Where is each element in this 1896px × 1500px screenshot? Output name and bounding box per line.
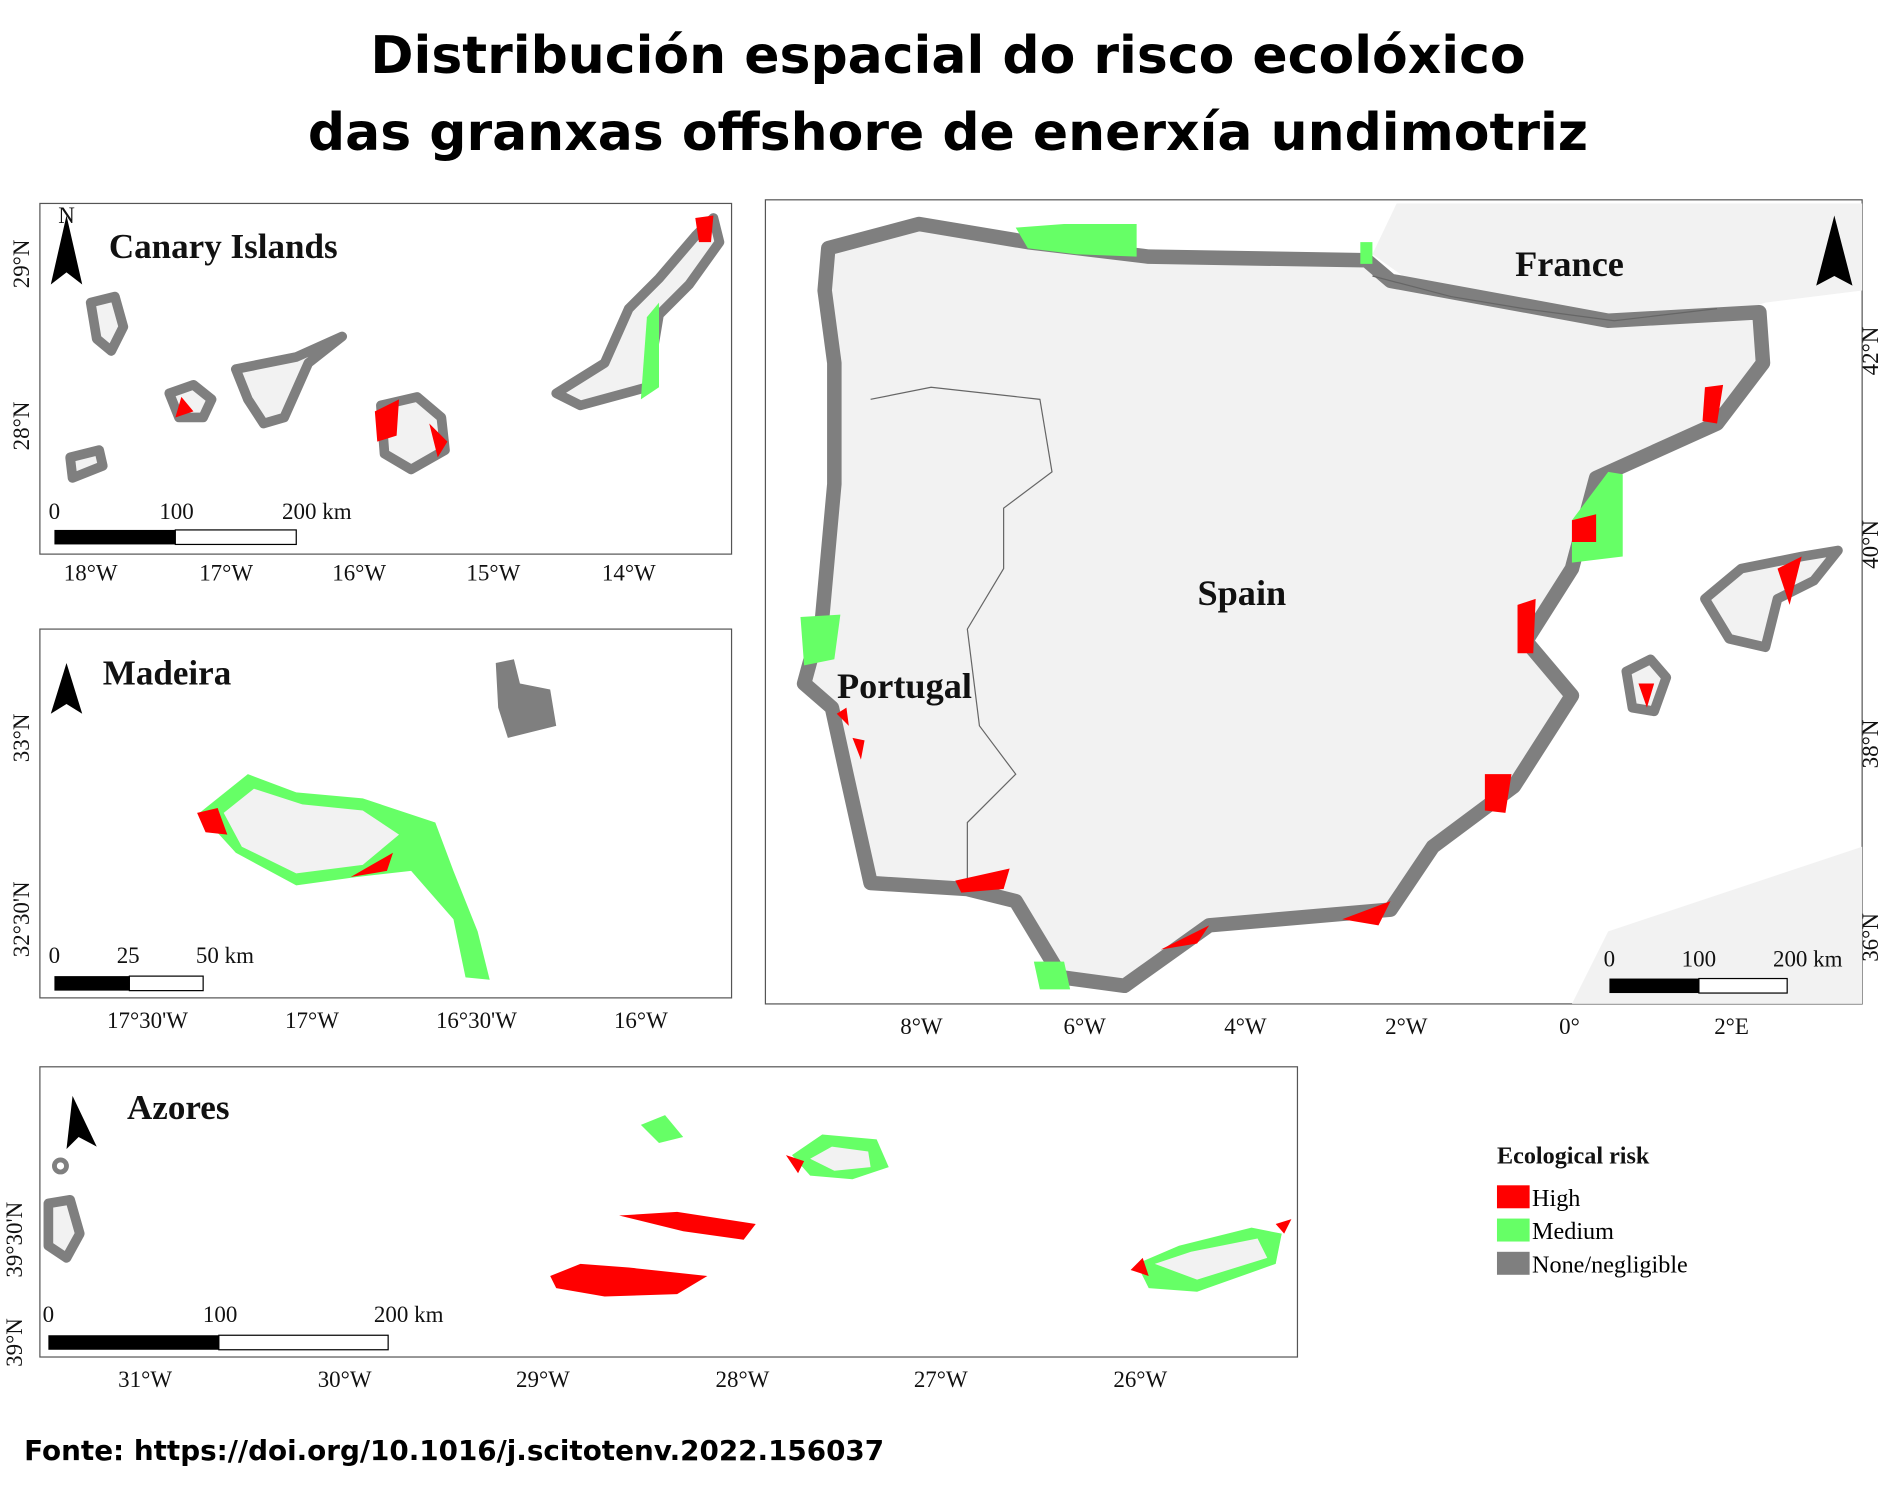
lon-label: 18°W [64, 561, 118, 586]
lat-label: 38°N [1858, 719, 1883, 768]
lat-label: 36°N [1858, 913, 1883, 962]
lat-label: 29°N [9, 239, 34, 288]
scale-label: 25 [117, 943, 140, 968]
lon-label: 30°W [318, 1367, 372, 1392]
north-label: N [58, 203, 75, 228]
lon-label: 16°W [614, 1008, 668, 1033]
lon-label: 26°W [1113, 1367, 1167, 1392]
scale-label: 100 [203, 1302, 237, 1327]
source: Fonte: https://doi.org/10.1016/j.scitote… [24, 1434, 884, 1467]
panel-title: Madeira [103, 654, 231, 693]
iberia-panel: France Spain Portugal 0 100 200 km 8°W 6… [764, 199, 1883, 1039]
lon-label: 31°W [118, 1367, 172, 1392]
lat-label: 42°N [1858, 326, 1883, 375]
scale-label: 200 km [282, 499, 352, 524]
scale-label: 100 [159, 499, 193, 524]
scale-label: 200 km [1773, 946, 1843, 971]
legend-swatch [1496, 1218, 1530, 1242]
lon-label: 16°W [332, 561, 386, 586]
panel-title: Canary Islands [109, 227, 338, 266]
lon-label: 2°W [1385, 1014, 1428, 1039]
lat-label: 32°30'N [9, 881, 34, 957]
scale-label: 0 [43, 1302, 54, 1327]
lat-label: 33°N [9, 713, 34, 762]
lat-label: 40°N [1858, 520, 1883, 569]
scale-label: 200 km [374, 1302, 444, 1327]
scale-label: 0 [1604, 946, 1615, 971]
canary-panel: N Canary Islands 0 100 200 km 18°W 17°W … [9, 203, 733, 586]
country-label: Portugal [837, 666, 972, 706]
madeira-panel: Madeira 0 25 50 km 17°30'W 17°W 16°30'W … [9, 628, 733, 1033]
scale-label: 100 [1682, 946, 1716, 971]
lon-label: 28°W [716, 1367, 770, 1392]
country-label: France [1515, 244, 1624, 284]
lat-label: 39°30'N [2, 1201, 27, 1277]
lon-label: 14°W [602, 561, 656, 586]
legend-swatch [1496, 1185, 1530, 1209]
legend-label: High [1532, 1185, 1580, 1212]
title-line: Distribución espacial do risco ecolóxico [370, 26, 1525, 86]
lon-label: 8°W [900, 1014, 943, 1039]
panel-title: Azores [127, 1088, 230, 1127]
country-label: Spain [1197, 573, 1286, 613]
lon-label: 16°30'W [436, 1008, 517, 1033]
scale-label: 50 km [196, 943, 254, 968]
lon-label: 4°W [1224, 1014, 1267, 1039]
lon-label: 6°W [1063, 1014, 1106, 1039]
title-line: das granxas offshore de enerxía undimotr… [308, 103, 1588, 163]
lon-label: 2°E [1714, 1014, 1749, 1039]
lon-label: 17°W [285, 1008, 339, 1033]
legend-label: None/negligible [1532, 1251, 1688, 1278]
lon-label: 29°W [516, 1367, 570, 1392]
scale-label: 0 [49, 943, 60, 968]
legend-title: Ecological risk [1497, 1143, 1650, 1170]
lat-label: 39°N [2, 1318, 27, 1367]
azores-panel: Azores 0 100 200 km 31°W 30°W 29°W 28°W … [2, 1066, 1299, 1392]
legend-label: Medium [1532, 1218, 1614, 1245]
scale-label: 0 [49, 499, 60, 524]
lat-label: 28°N [9, 401, 34, 450]
lon-label: 0° [1559, 1014, 1580, 1039]
lon-label: 15°W [466, 561, 520, 586]
lon-label: 17°30'W [107, 1008, 188, 1033]
lon-label: 17°W [199, 561, 253, 586]
lon-label: 27°W [914, 1367, 968, 1392]
legend: Ecological risk High Medium None/negligibl… [1496, 1143, 1688, 1278]
legend-swatch [1496, 1251, 1530, 1275]
